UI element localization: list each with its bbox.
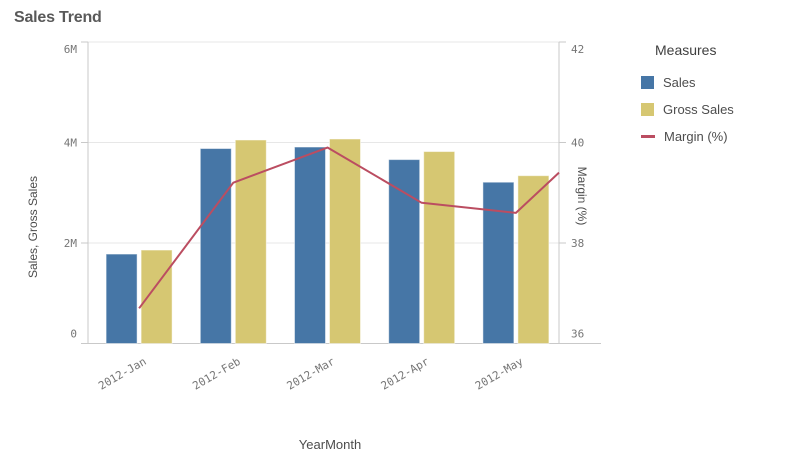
legend-items: Sales Gross Sales Margin (%): [641, 69, 734, 150]
left-axis-title: Sales, Gross Sales: [26, 175, 40, 279]
bar-sales-2012-jan[interactable]: [105, 253, 138, 344]
legend-label: Sales: [663, 75, 696, 90]
x-axis-category-label-2012-may[interactable]: 2012-May: [473, 355, 526, 393]
x-axis-category-label-2012-mar[interactable]: 2012-Mar: [285, 355, 338, 393]
legend-item-margin[interactable]: Margin (%): [641, 123, 734, 150]
legend-item-gross-sales[interactable]: Gross Sales: [641, 96, 734, 123]
bar-gross-sales-2012-mar[interactable]: [329, 138, 361, 344]
legend-item-sales[interactable]: Sales: [641, 69, 734, 96]
bar-sales-2012-apr[interactable]: [388, 159, 421, 344]
x-axis-title: YearMonth: [298, 437, 362, 452]
legend-title: Measures: [655, 42, 717, 58]
bar-sales-2012-feb[interactable]: [199, 148, 232, 344]
bar-gross-sales-2012-feb[interactable]: [234, 139, 267, 344]
bar-gross-sales-2012-may[interactable]: [517, 175, 550, 344]
left-axis-tick-label: 4M: [64, 137, 78, 150]
legend-swatch-margin-icon: [641, 135, 655, 138]
legend-swatch-gross-sales-icon: [641, 103, 654, 116]
x-axis-category-label-2012-feb[interactable]: 2012-Feb: [190, 355, 242, 393]
legend-label: Margin (%): [664, 129, 728, 144]
right-axis-tick-label: 36: [571, 328, 584, 341]
legend-swatch-sales-icon: [641, 76, 654, 89]
bar-gross-sales-2012-jan[interactable]: [140, 249, 173, 344]
legend: Measures Sales Gross Sales Margin (%): [641, 42, 734, 150]
chart-title: Sales Trend: [14, 9, 102, 26]
bar-sales-2012-may[interactable]: [482, 181, 515, 344]
x-axis-category-label-2012-apr[interactable]: 2012-Apr: [379, 355, 432, 393]
margin-line[interactable]: [138, 146, 560, 309]
bar-gross-sales-2012-apr[interactable]: [423, 151, 456, 344]
right-axis-tick-label: 42: [571, 43, 584, 56]
left-axis-tick-label: 2M: [64, 237, 78, 250]
left-axis-tick-label: 0: [70, 328, 77, 341]
x-axis-category-label-2012-jan[interactable]: 2012-Jan: [96, 355, 148, 393]
right-axis-tick-label: 40: [571, 137, 584, 150]
left-axis-tick-label: 6M: [64, 43, 78, 56]
bar-sales-2012-mar[interactable]: [294, 146, 326, 344]
right-axis-tick-label: 38: [571, 237, 584, 250]
right-axis-title: Margin (%): [575, 166, 589, 226]
legend-label: Gross Sales: [663, 102, 734, 117]
